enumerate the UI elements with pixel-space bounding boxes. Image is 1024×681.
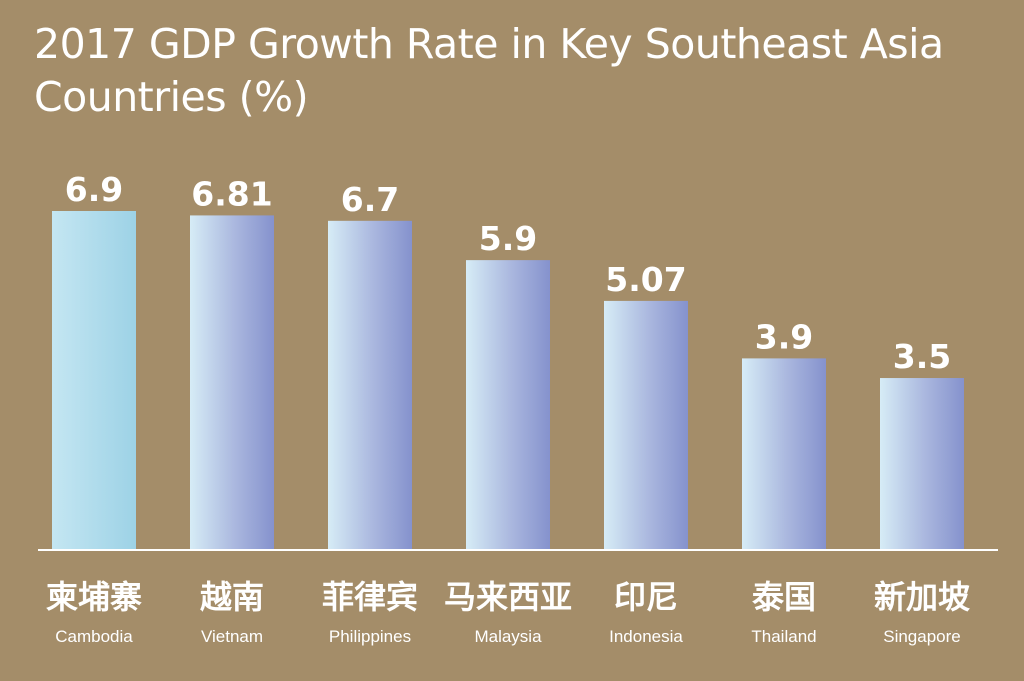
category-label-en: Philippines <box>329 627 411 646</box>
bar-cambodia <box>52 211 136 550</box>
value-label: 6.9 <box>65 170 123 209</box>
category-label-zh: 越南 <box>200 578 264 616</box>
value-label: 3.5 <box>893 337 951 376</box>
value-label: 5.9 <box>479 219 537 258</box>
category-label-zh: 印尼 <box>614 578 678 616</box>
category-label-en: Malaysia <box>474 627 542 646</box>
bar-vietnam <box>190 215 274 550</box>
category-label-en: Indonesia <box>609 627 683 646</box>
chart-title: 2017 GDP Growth Rate in Key Southeast As… <box>34 20 944 121</box>
bars-group <box>52 211 964 550</box>
category-label-zh: 菲律宾 <box>322 578 418 616</box>
bar-singapore <box>880 378 964 550</box>
category-label-zh: 柬埔寨 <box>46 578 142 616</box>
category-label-en: Vietnam <box>201 627 263 646</box>
value-label: 6.81 <box>191 174 272 213</box>
labels-group: 6.9 柬埔寨 Cambodia 6.81 越南 Vietnam 6.7 菲律宾 Philipp… <box>46 170 970 646</box>
category-label-zh: 泰国 <box>752 578 816 616</box>
bar-philippines <box>328 220 412 550</box>
category-label-en: Cambodia <box>55 627 133 646</box>
category-label-en: Singapore <box>883 627 961 646</box>
category-label-zh: 新加坡 <box>874 578 970 616</box>
bar-indonesia <box>604 300 688 550</box>
value-label: 6.7 <box>341 180 399 219</box>
bar-malaysia <box>466 260 550 550</box>
value-label: 5.07 <box>605 260 686 299</box>
value-label: 3.9 <box>755 317 813 356</box>
bar-thailand <box>742 358 826 550</box>
category-label-en: Thailand <box>751 627 816 646</box>
category-label-zh: 马来西亚 <box>444 578 572 616</box>
